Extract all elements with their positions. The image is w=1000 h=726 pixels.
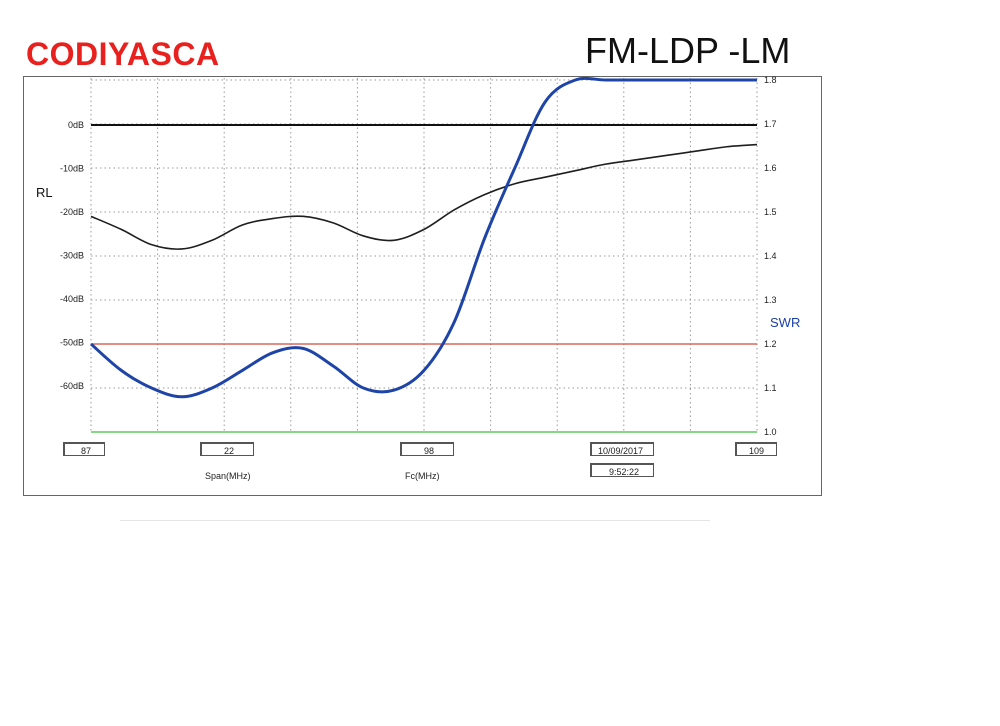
swr-tick-label: 1.3 bbox=[764, 295, 777, 305]
chart-panel bbox=[23, 76, 822, 496]
rl-tick-label: -10dB bbox=[60, 164, 84, 174]
rl-tick-label: -20dB bbox=[60, 207, 84, 217]
date-box: 10/09/2017 bbox=[590, 442, 654, 456]
swr-tick-label: 1.1 bbox=[764, 383, 777, 393]
rl-tick-label: -40dB bbox=[60, 294, 84, 304]
stop-frequency-box: 109 bbox=[735, 442, 777, 456]
center-frequency-label: Fc(MHz) bbox=[405, 471, 440, 481]
date-value: 10/09/2017 bbox=[598, 446, 644, 456]
time-box: 9:52:22 bbox=[590, 463, 654, 477]
span-value: 22 bbox=[224, 446, 235, 456]
swr-tick-label: 1.6 bbox=[764, 163, 777, 173]
center-frequency-value: 98 bbox=[424, 446, 435, 456]
swr-tick-label: 1.0 bbox=[764, 427, 777, 437]
rl-series-line bbox=[90, 143, 758, 250]
start-frequency-value: 87 bbox=[81, 446, 92, 456]
brand-logo: CODIYASCA bbox=[26, 36, 220, 72]
span-label: Span(MHz) bbox=[205, 471, 251, 481]
rl-tick-label: -30dB bbox=[60, 251, 84, 261]
rl-tick-label: -60dB bbox=[60, 381, 84, 391]
rl-axis-label: RL bbox=[36, 185, 53, 200]
rl-tick-label: -50dB bbox=[60, 338, 84, 348]
divider bbox=[120, 520, 710, 521]
swr-tick-label: 1.4 bbox=[764, 251, 777, 261]
swr-tick-label: 1.5 bbox=[764, 207, 777, 217]
swr-tick-label: 1.2 bbox=[764, 339, 777, 349]
model-title: FM-LDP -LM bbox=[585, 30, 791, 71]
time-value: 9:52:22 bbox=[609, 467, 640, 477]
swr-axis-label: SWR bbox=[770, 315, 801, 330]
swr-tick-label: 1.8 bbox=[764, 75, 777, 85]
swr-tick-label: 1.7 bbox=[764, 119, 777, 129]
start-frequency-box: 87 bbox=[63, 442, 105, 456]
span-box: 22 bbox=[200, 442, 254, 456]
rl-tick-label: 0dB bbox=[68, 120, 84, 130]
center-frequency-box: 98 bbox=[400, 442, 454, 456]
swr-series-line bbox=[90, 76, 757, 399]
stop-frequency-value: 109 bbox=[749, 446, 765, 456]
